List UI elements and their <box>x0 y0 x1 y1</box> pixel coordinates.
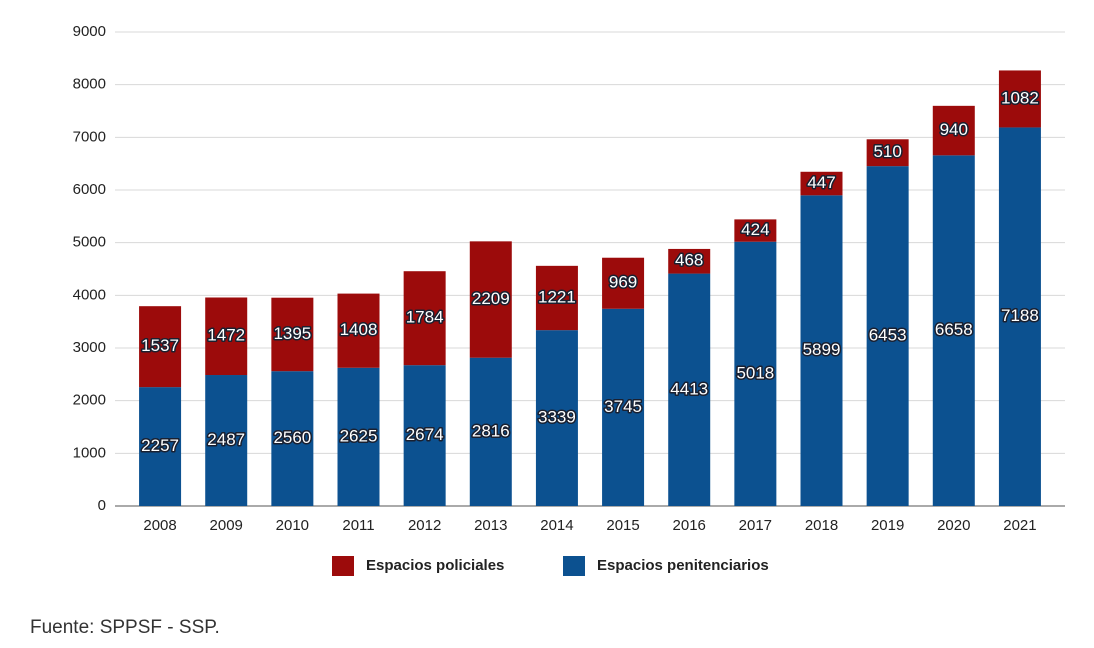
value-label: 6658 <box>935 320 973 339</box>
x-tick-label: 2013 <box>474 517 507 534</box>
value-label: 1537 <box>141 336 179 355</box>
y-tick-label: 6000 <box>73 181 106 198</box>
x-tick-label: 2011 <box>342 517 374 534</box>
x-tick-label: 2020 <box>937 517 970 534</box>
bar-segment <box>535 265 578 331</box>
value-label: 2625 <box>340 426 378 445</box>
bar-segment <box>800 171 843 196</box>
value-label: 3339 <box>538 408 576 427</box>
y-tick-label: 1000 <box>73 444 106 461</box>
bar-segment <box>932 105 975 156</box>
value-label: 7188 <box>1001 306 1039 325</box>
bar-segment <box>403 271 446 366</box>
value-label: 5018 <box>736 363 774 382</box>
y-tick-label: 7000 <box>73 128 106 145</box>
bar-segment <box>271 371 314 506</box>
value-label: 1395 <box>273 324 311 343</box>
bar-segment <box>866 166 909 506</box>
bar-segment <box>403 365 446 506</box>
bar-segment <box>205 297 248 376</box>
value-label: 1472 <box>207 326 245 345</box>
value-label: 2674 <box>406 425 444 444</box>
bar-segment <box>602 257 645 309</box>
value-label: 468 <box>675 251 703 270</box>
y-tick-label: 8000 <box>73 76 106 93</box>
value-label: 1408 <box>340 320 378 339</box>
bar-segment <box>800 195 843 506</box>
bar-segment <box>271 297 314 372</box>
x-tick-label: 2009 <box>210 517 243 534</box>
value-label: 969 <box>609 273 637 292</box>
bar-segment <box>932 155 975 506</box>
bar-segment <box>139 306 182 388</box>
value-label: 5899 <box>803 340 841 359</box>
value-label: 510 <box>873 142 901 161</box>
value-label: 1784 <box>406 308 444 327</box>
bar-segment <box>535 330 578 506</box>
value-label: 940 <box>940 120 968 139</box>
legend-swatch <box>332 556 354 576</box>
value-label: 424 <box>741 220 769 239</box>
x-tick-label: 2016 <box>673 517 706 534</box>
bar-segment <box>998 70 1041 128</box>
x-tick-label: 2017 <box>739 517 772 534</box>
value-label: 2816 <box>472 421 510 440</box>
value-label: 2487 <box>207 430 245 449</box>
value-label: 4413 <box>670 379 708 398</box>
bar-segment <box>998 127 1041 506</box>
bar-segment <box>866 139 909 167</box>
x-tick-label: 2019 <box>871 517 904 534</box>
value-label: 447 <box>807 173 835 192</box>
legend-swatch <box>563 556 585 576</box>
bar-segment <box>337 293 380 368</box>
value-label: 2257 <box>141 436 179 455</box>
y-tick-label: 3000 <box>73 339 106 356</box>
value-label: 1221 <box>538 287 576 306</box>
x-tick-label: 2010 <box>276 517 309 534</box>
bar-segment <box>668 273 711 506</box>
legend-label: Espacios policiales <box>366 557 504 574</box>
x-tick-label: 2021 <box>1003 517 1036 534</box>
y-tick-label: 2000 <box>73 392 106 409</box>
x-tick-label: 2015 <box>606 517 639 534</box>
bar-segment <box>205 375 248 506</box>
bar-segment <box>469 241 512 358</box>
value-label: 1082 <box>1001 88 1039 107</box>
y-tick-label: 9000 <box>73 23 106 40</box>
legend-label: Espacios penitenciarios <box>597 557 769 574</box>
x-tick-label: 2014 <box>540 517 573 534</box>
value-label: 3745 <box>604 397 642 416</box>
bar-segment <box>602 308 645 506</box>
y-tick-label: 4000 <box>73 286 106 303</box>
x-tick-label: 2012 <box>408 517 441 534</box>
source: Fuente: SPPSF - SSP. <box>30 617 220 638</box>
bar-segment <box>734 219 777 242</box>
y-tick-label: 0 <box>98 497 106 514</box>
bar-segment <box>337 367 380 506</box>
bar-segment <box>139 387 182 506</box>
bar-segment <box>734 241 777 506</box>
bar-segment <box>469 357 512 506</box>
bar-segment <box>668 248 711 274</box>
x-tick-label: 2008 <box>143 517 176 534</box>
y-tick-label: 5000 <box>73 234 106 251</box>
x-tick-label: 2018 <box>805 517 838 534</box>
value-label: 6453 <box>869 326 907 345</box>
value-label: 2209 <box>472 289 510 308</box>
value-label: 2560 <box>273 428 311 447</box>
